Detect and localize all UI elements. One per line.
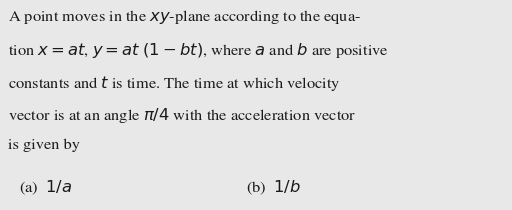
Text: A point moves in the $xy$-plane according to the equa-: A point moves in the $xy$-plane accordin… [8, 8, 361, 26]
Text: vector is at an angle $\pi/4$ with the acceleration vector: vector is at an angle $\pi/4$ with the a… [8, 106, 357, 125]
Text: constants and $t$ is time. The time at which velocity: constants and $t$ is time. The time at w… [8, 74, 341, 92]
Text: is given by: is given by [8, 139, 80, 152]
Text: tion $x = at$, $y = at$ $(1 - bt)$, where $a$ and $b$ are positive: tion $x = at$, $y = at$ $(1 - bt)$, wher… [8, 41, 389, 60]
Text: (a)  $1/a$: (a) $1/a$ [19, 178, 73, 197]
Text: (b)  $1/b$: (b) $1/b$ [246, 178, 301, 197]
